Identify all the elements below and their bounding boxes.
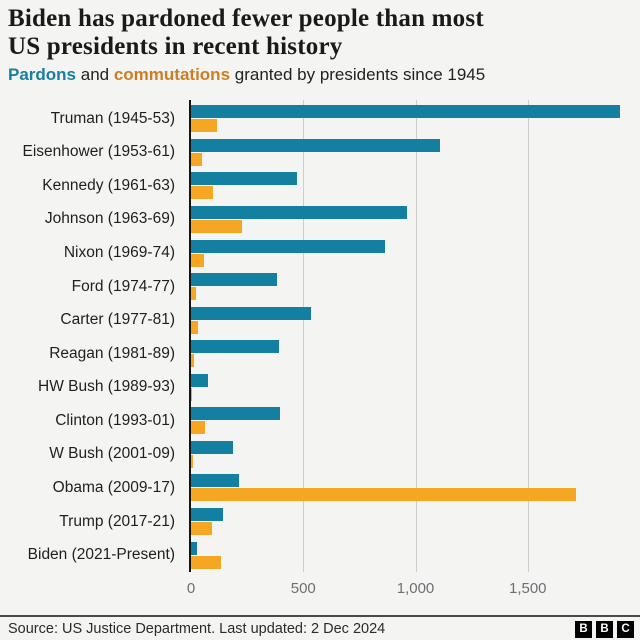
- row-bars: [191, 471, 640, 505]
- chart-row: Johnson (1963-69): [0, 203, 640, 237]
- commutations-bar: [191, 219, 242, 233]
- chart-rows: Truman (1945-53) Eisenhower (1953-61) Kenn…: [0, 102, 640, 572]
- row-bars: [191, 404, 640, 438]
- category-label: Reagan (1981-89): [49, 344, 175, 362]
- chart-row: Reagan (1981-89): [0, 337, 640, 371]
- x-tick-label: 500: [290, 580, 316, 597]
- commutations-bar: [191, 555, 221, 569]
- pardons-bar: [191, 273, 277, 287]
- category-label: Biden (2021-Present): [27, 546, 175, 564]
- x-tick-label: 1,500: [508, 580, 547, 597]
- pardons-bar: [191, 440, 234, 454]
- row-bars: [191, 303, 640, 337]
- pardons-bar: [191, 373, 208, 387]
- chart-row: W Bush (2001-09): [0, 438, 640, 472]
- category-label: HW Bush (1989-93): [38, 378, 175, 396]
- gridline-1500: [527, 100, 529, 572]
- pardons-bar: [191, 239, 385, 253]
- commutations-bar: [191, 522, 213, 536]
- grid-layer: [189, 100, 640, 572]
- legend-commutations-label: commutations: [113, 65, 231, 84]
- pardons-bar: [191, 407, 280, 421]
- chart-row: Obama (2009-17): [0, 471, 640, 505]
- footer: Source: US Justice Department. Last upda…: [8, 619, 634, 639]
- commutations-bar: [191, 320, 198, 334]
- chart-row: Eisenhower (1953-61): [0, 136, 640, 170]
- category-label: Clinton (1993-01): [55, 411, 175, 429]
- commutations-bar: [191, 287, 196, 301]
- commutations-bar: [191, 354, 194, 368]
- chart-row: Truman (1945-53): [0, 102, 640, 136]
- chart-row: Trump (2017-21): [0, 505, 640, 539]
- bbc-logo-block: B: [575, 620, 592, 638]
- chart-row: Ford (1974-77): [0, 270, 640, 304]
- category-label: W Bush (2001-09): [49, 445, 175, 463]
- pardons-bar: [191, 105, 621, 119]
- commutations-bar: [191, 488, 577, 502]
- chart-row: Nixon (1969-74): [0, 236, 640, 270]
- pardons-bar: [191, 508, 224, 522]
- chart-subtitle: Pardons and commutations granted by pres…: [8, 64, 634, 86]
- source-text: Source: US Justice Department. Last upda…: [8, 621, 386, 637]
- category-label: Carter (1977-81): [60, 311, 175, 329]
- chart-title: Biden has pardoned fewer people than mos…: [8, 5, 634, 61]
- row-bars: [191, 538, 640, 572]
- chart-title-line2: US presidents in recent history: [8, 33, 343, 60]
- x-tick-label: 1,000: [396, 580, 435, 597]
- row-bars: [191, 136, 640, 170]
- row-bars: [191, 505, 640, 539]
- x-axis: 0 500 1,000 1,500: [187, 580, 640, 600]
- commutations-bar: [191, 421, 205, 435]
- commutations-bar: [191, 454, 194, 468]
- bbc-logo-block: C: [617, 620, 634, 638]
- row-bars: [191, 337, 640, 371]
- row-bars: [191, 203, 640, 237]
- category-label: Truman (1945-53): [50, 109, 175, 127]
- pardons-bar: [191, 541, 197, 555]
- pardons-bar: [191, 172, 297, 186]
- y-axis-line: [189, 100, 191, 572]
- pardons-bar: [191, 474, 239, 488]
- commutations-bar: [191, 119, 218, 133]
- x-tick-label: 0: [186, 580, 196, 597]
- pardons-bar: [191, 138, 441, 152]
- row-bars: [191, 371, 640, 405]
- row-bars: [191, 102, 640, 136]
- commutations-bar: [191, 152, 202, 166]
- row-bars: [191, 236, 640, 270]
- row-bars: [191, 438, 640, 472]
- bbc-logo-block: B: [596, 620, 613, 638]
- category-label: Trump (2017-21): [59, 512, 175, 530]
- pardons-bar: [191, 306, 311, 320]
- pardons-bar: [191, 340, 280, 354]
- chart-row: HW Bush (1989-93): [0, 371, 640, 405]
- subtitle-text-and: and: [76, 65, 114, 84]
- bar-chart: Truman (1945-53) Eisenhower (1953-61) Kenn…: [0, 100, 640, 612]
- pardons-bar: [191, 205, 407, 219]
- row-bars: [191, 270, 640, 304]
- commutations-bar: [191, 186, 214, 200]
- row-bars: [191, 169, 640, 203]
- category-label: Ford (1974-77): [71, 277, 175, 295]
- commutations-bar: [191, 387, 193, 401]
- gridline-1000: [415, 100, 417, 572]
- category-label: Kennedy (1961-63): [42, 176, 175, 194]
- category-label: Eisenhower (1953-61): [22, 143, 175, 161]
- chart-row: Biden (2021-Present): [0, 538, 640, 572]
- category-label: Johnson (1963-69): [44, 210, 175, 228]
- commutations-bar: [191, 253, 205, 267]
- chart-row: Kennedy (1961-63): [0, 169, 640, 203]
- category-label: Nixon (1969-74): [63, 244, 175, 262]
- gridline-500: [303, 100, 305, 572]
- chart-row: Clinton (1993-01): [0, 404, 640, 438]
- chart-title-line1: Biden has pardoned fewer people than mos…: [8, 5, 484, 32]
- category-label: Obama (2009-17): [52, 478, 175, 496]
- footer-divider: [0, 615, 640, 617]
- subtitle-text-rest: granted by presidents since 1945: [230, 65, 486, 84]
- chart-row: Carter (1977-81): [0, 303, 640, 337]
- legend-pardons-label: Pardons: [8, 65, 77, 84]
